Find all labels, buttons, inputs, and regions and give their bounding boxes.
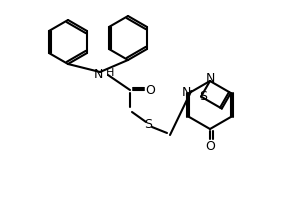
Text: S: S — [199, 90, 207, 103]
Text: N: N — [205, 72, 215, 84]
Text: H: H — [106, 68, 114, 78]
Text: N: N — [182, 86, 191, 99]
Text: S: S — [144, 117, 152, 130]
Text: O: O — [145, 84, 155, 97]
Text: O: O — [205, 140, 215, 152]
Text: N: N — [93, 68, 103, 82]
